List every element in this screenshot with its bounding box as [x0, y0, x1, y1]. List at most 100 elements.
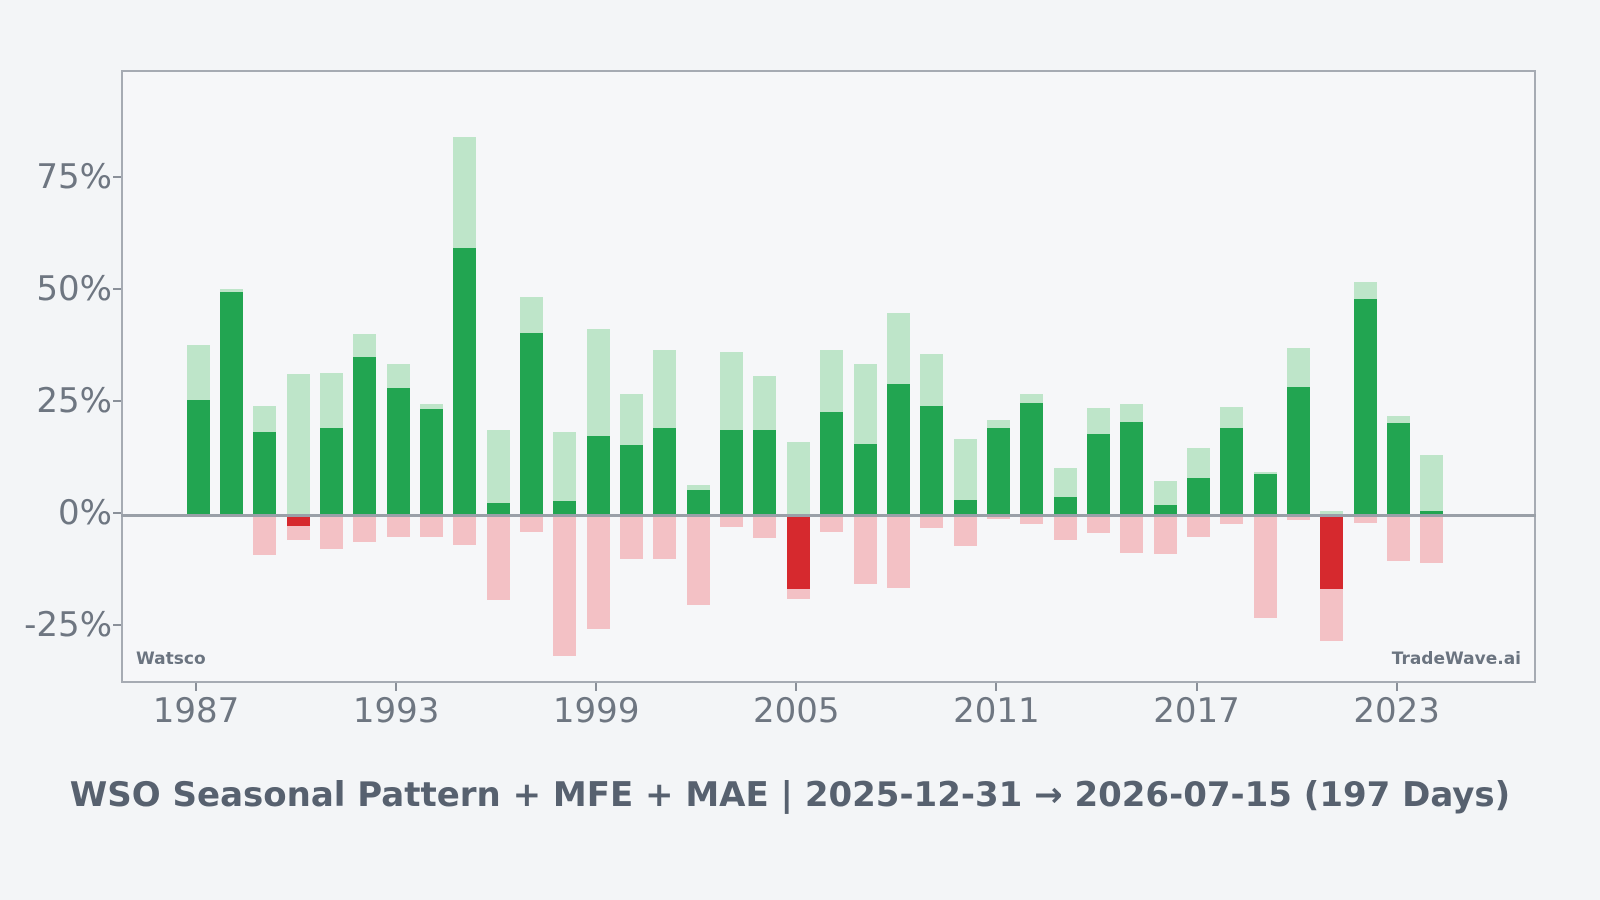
- bar-return-1990: [286, 515, 310, 526]
- bar-mae-1995: [453, 515, 477, 545]
- bar-mae-2024: [1420, 515, 1444, 563]
- bar-mfe-1996: [486, 430, 510, 515]
- bar-return-2007: [853, 444, 877, 515]
- bar-return-1998: [553, 500, 577, 515]
- y-tick-label-25: 25%: [36, 381, 112, 421]
- bar-return-1992: [353, 356, 377, 515]
- bar-mfe-1990: [286, 373, 310, 515]
- bar-return-1996: [486, 503, 510, 515]
- bar-mae-2020: [1287, 515, 1311, 521]
- y-tick-label--25: -25%: [24, 605, 112, 645]
- bar-mfe-2021: [1320, 511, 1344, 515]
- bar-return-2012: [1020, 403, 1044, 515]
- bar-mfe-2024: [1420, 454, 1444, 515]
- bar-mae-2004: [753, 515, 777, 539]
- bar-return-1989: [253, 431, 277, 515]
- bar-mae-2019: [1253, 515, 1277, 619]
- bar-return-2008: [886, 384, 910, 515]
- x-tick-label-2017: 2017: [1153, 691, 1240, 731]
- x-tick-mark-1993: [395, 683, 398, 691]
- bar-mae-2018: [1220, 515, 1244, 524]
- y-tick-mark-25: [113, 400, 121, 402]
- bar-mae-1992: [353, 515, 377, 543]
- bar-mae-2007: [853, 515, 877, 585]
- y-tick-label-75: 75%: [36, 157, 112, 197]
- bar-return-2005: [786, 515, 810, 589]
- bar-return-2003: [720, 429, 744, 515]
- bar-return-2014: [1086, 433, 1110, 515]
- bar-mae-2023: [1387, 515, 1411, 562]
- bars-layer: [123, 72, 1534, 681]
- bar-mae-1998: [553, 515, 577, 657]
- bar-return-2017: [1187, 477, 1210, 515]
- y-tick-mark-50: [113, 288, 121, 290]
- x-tick-label-1999: 1999: [552, 691, 640, 731]
- bar-mae-2013: [1053, 515, 1077, 541]
- bar-mae-2016: [1153, 515, 1177, 555]
- chart-title: WSO Seasonal Pattern + MFE + MAE | 2025-…: [69, 775, 1511, 815]
- y-tick-mark--25: [113, 624, 121, 626]
- bar-mae-2022: [1353, 515, 1377, 524]
- x-tick-label-1993: 1993: [352, 691, 440, 731]
- bar-mae-2012: [1020, 515, 1044, 524]
- bar-mae-1996: [486, 515, 510, 601]
- x-tick-mark-2017: [1195, 683, 1198, 691]
- bar-mae-2008: [886, 515, 910, 589]
- x-tick-label-2005: 2005: [753, 691, 840, 731]
- bar-return-2015: [1120, 421, 1144, 515]
- x-tick-mark-2023: [1395, 683, 1398, 691]
- bar-mae-1994: [419, 515, 443, 537]
- bar-return-2019: [1253, 473, 1277, 515]
- bar-return-2024: [1420, 510, 1444, 515]
- bar-return-2023: [1387, 422, 1411, 515]
- bar-return-1994: [419, 408, 443, 515]
- bar-return-1988: [219, 291, 243, 515]
- y-tick-mark-0: [113, 512, 121, 514]
- bar-return-2022: [1353, 298, 1377, 515]
- bar-return-2002: [686, 490, 710, 515]
- bar-return-1999: [586, 435, 610, 515]
- bar-mae-2017: [1187, 515, 1210, 537]
- bar-mae-2001: [653, 515, 677, 559]
- bar-return-2004: [753, 429, 777, 515]
- x-tick-label-2011: 2011: [953, 691, 1040, 731]
- bar-return-2000: [620, 445, 644, 515]
- bar-return-2018: [1220, 427, 1244, 515]
- bar-mae-2006: [820, 515, 844, 533]
- bar-mae-1991: [319, 515, 343, 550]
- bar-mae-2009: [920, 515, 944, 528]
- y-tick-label-0: 0%: [58, 493, 112, 533]
- x-tick-mark-1999: [595, 683, 598, 691]
- bar-return-2001: [653, 428, 677, 515]
- x-tick-mark-1987: [195, 683, 197, 691]
- bar-return-1993: [386, 387, 410, 515]
- bar-mae-1993: [386, 515, 410, 538]
- x-tick-label-2023: 2023: [1353, 691, 1440, 731]
- bar-return-2011: [986, 427, 1010, 515]
- bar-mae-1989: [253, 515, 277, 555]
- bar-mae-2010: [953, 515, 977, 547]
- watermark-ticker: Watsco: [136, 649, 206, 669]
- bar-mae-1999: [586, 515, 610, 629]
- bar-return-2020: [1287, 386, 1311, 515]
- bar-return-2016: [1153, 504, 1177, 515]
- x-tick-label-1987: 1987: [152, 691, 240, 731]
- bar-mae-2014: [1086, 515, 1110, 533]
- zero-line: [121, 514, 1536, 517]
- bar-mae-1997: [520, 515, 543, 533]
- bar-mfe-1998: [553, 431, 577, 515]
- bar-return-2006: [820, 411, 844, 515]
- bar-return-2009: [920, 406, 944, 515]
- bar-mae-2000: [620, 515, 644, 560]
- bar-mfe-2010: [953, 439, 977, 515]
- bar-mae-2002: [686, 515, 710, 606]
- bar-return-2010: [953, 500, 977, 515]
- x-tick-mark-2011: [995, 683, 998, 691]
- x-tick-mark-2005: [795, 683, 798, 691]
- bar-mfe-2005: [786, 441, 810, 515]
- bar-return-2021: [1320, 515, 1344, 589]
- bar-mae-2003: [720, 515, 744, 527]
- bar-return-1997: [520, 332, 543, 515]
- watermark-brand: TradeWave.ai: [1391, 649, 1521, 669]
